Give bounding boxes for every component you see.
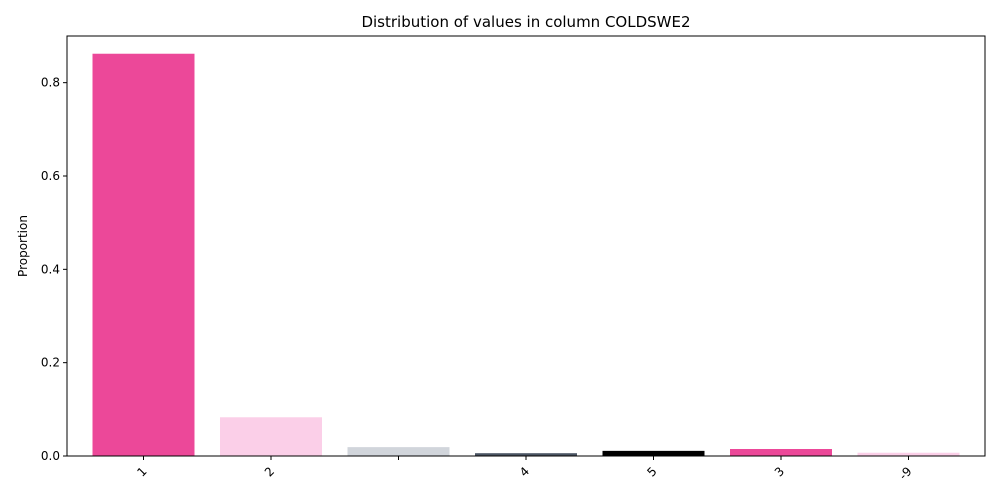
x-tick-label-3: 4 <box>517 464 532 479</box>
plot-frame <box>66 35 986 457</box>
y-ticks-group: 0.0 0.2 0.4 0.6 0.8 <box>41 76 67 463</box>
y-axis-label: Proportion <box>16 215 30 277</box>
y-tick-label-0: 0.0 <box>41 449 60 463</box>
bars-group <box>92 53 960 456</box>
x-ticks-group: 1 2 4 5 3 -9 <box>134 456 915 483</box>
x-tick-label-4: 5 <box>644 464 659 479</box>
x-tick-label-5: 3 <box>772 464 787 479</box>
x-tick-label-6: -9 <box>896 464 914 482</box>
bar-1 <box>220 417 322 456</box>
bar-6 <box>857 452 960 456</box>
bar-4 <box>602 450 705 456</box>
x-tick-label-1: 2 <box>262 464 277 479</box>
bar-2 <box>347 447 450 456</box>
x-tick-label-0: 1 <box>134 464 149 479</box>
bar-0 <box>92 53 195 456</box>
y-tick-label-3: 0.6 <box>41 169 60 183</box>
y-tick-label-2: 0.4 <box>41 262 60 276</box>
bar-3 <box>475 453 577 456</box>
y-tick-label-1: 0.2 <box>41 356 60 370</box>
chart-title: Distribution of values in column COLDSWE… <box>361 13 690 31</box>
bar-5 <box>730 449 832 456</box>
y-tick-label-4: 0.8 <box>41 76 60 90</box>
